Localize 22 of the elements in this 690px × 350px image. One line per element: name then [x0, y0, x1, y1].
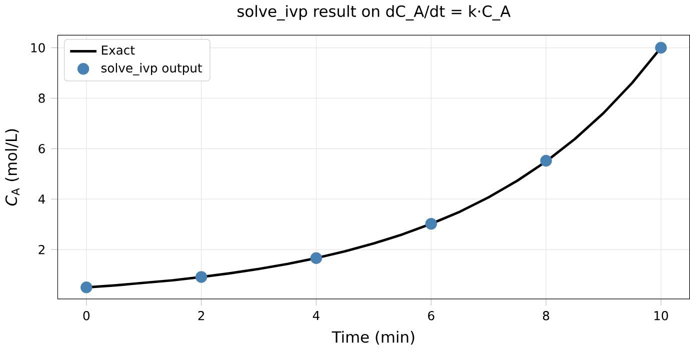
- point: [540, 155, 552, 167]
- legend-label: Exact: [102, 46, 135, 55]
- y-axis-title: C$_{A}$ (mol/L): [5, 129, 20, 206]
- legend-label: solve_ivp output: [101, 63, 202, 76]
- x-tick-label: 10: [654, 311, 668, 320]
- x-axis-title: Time (min): [332, 330, 414, 345]
- x-tick-label: 4: [312, 311, 320, 320]
- y-tick-label: 4: [38, 194, 45, 204]
- x-tick-label: 2: [198, 311, 204, 320]
- y-tick-label: 6: [38, 144, 45, 154]
- point: [195, 271, 208, 284]
- x-tick-label: 8: [542, 311, 550, 320]
- chart-title: solve_ivp result on dC_A/dt = k·C_A: [238, 5, 511, 21]
- point: [425, 218, 437, 230]
- x-tick-label: 6: [428, 311, 434, 320]
- point: [310, 252, 322, 264]
- y-tick-label: 8: [38, 94, 45, 103]
- point: [80, 282, 92, 294]
- y-tick-label: 10: [31, 43, 45, 53]
- point: [655, 42, 667, 54]
- y-tick-label: 2: [38, 245, 44, 254]
- x-tick-label: 0: [83, 311, 90, 320]
